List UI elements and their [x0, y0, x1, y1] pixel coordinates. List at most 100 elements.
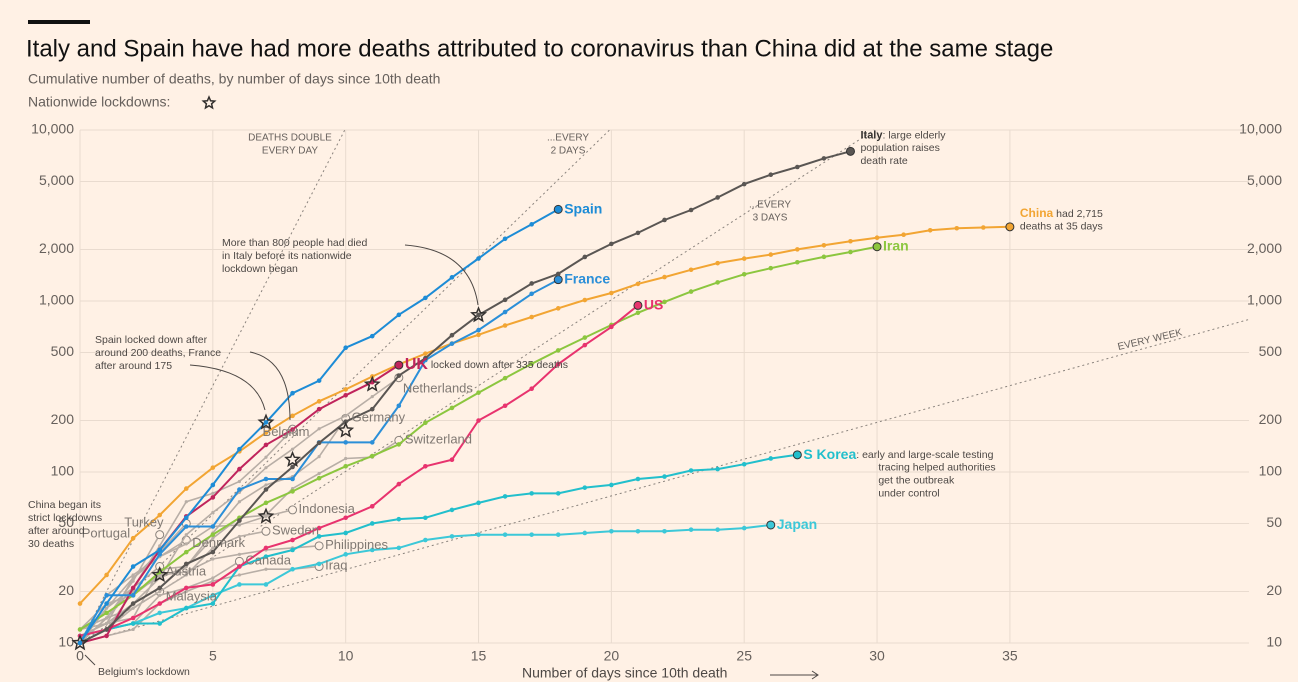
data-point: [130, 564, 136, 569]
data-point: [237, 466, 242, 472]
data-point: [502, 375, 508, 381]
data-point: [184, 570, 188, 574]
data-point: [741, 525, 747, 531]
data-point: [609, 324, 614, 330]
y-tick-label-right: 20: [1266, 582, 1282, 598]
end-marker: [633, 300, 643, 310]
data-point: [158, 544, 162, 548]
data-point: [715, 260, 720, 266]
data-point: [104, 616, 109, 620]
data-point: [688, 207, 694, 213]
series-note: locked down after 335 deaths: [428, 359, 568, 371]
data-point: [848, 238, 853, 244]
annotation: Belgium's lockdown: [98, 666, 190, 678]
data-point: [715, 466, 720, 472]
data-point: [158, 589, 162, 594]
data-point: [317, 427, 321, 431]
data-point: [529, 314, 534, 320]
data-point: [237, 564, 242, 569]
series-note: had 2,715: [1053, 208, 1103, 220]
data-point: [290, 413, 295, 419]
end-marker: [872, 242, 882, 252]
data-point: [130, 585, 136, 591]
series-label: Iraq: [325, 558, 347, 573]
data-point: [237, 487, 242, 492]
data-point: [555, 532, 561, 537]
data-point: [529, 532, 534, 537]
data-point: [210, 593, 216, 598]
data-point: [688, 267, 694, 273]
reference-label: ...EVERY: [547, 133, 589, 144]
series-label: Spain: [564, 200, 602, 216]
data-point: [316, 525, 322, 531]
legend-star-icon: [201, 95, 217, 110]
series-line: [79, 304, 639, 637]
y-tick-label: 1,000: [39, 292, 74, 308]
data-point: [264, 567, 268, 571]
data-point: [555, 361, 561, 367]
data-point: [449, 534, 455, 539]
lockdown-star: [363, 375, 381, 392]
y-tick-label-right: 2,000: [1247, 240, 1282, 256]
axis-arrow: [770, 670, 819, 680]
data-point: [741, 461, 747, 467]
series-label: China had 2,715: [1020, 206, 1103, 220]
data-point: [237, 500, 242, 504]
series-name: Turkey: [124, 515, 164, 530]
data-point: [210, 549, 216, 555]
reference-label: ...EVERY: [749, 200, 791, 211]
series-name: Portugal: [82, 526, 131, 541]
data-point: [131, 573, 135, 577]
data-point: [662, 529, 667, 534]
brand-bar: [28, 20, 90, 24]
lockdown-star: [257, 507, 275, 524]
x-tick-label: 0: [76, 648, 84, 664]
data-point: [476, 418, 481, 423]
series-name: Malaysia: [166, 589, 218, 604]
data-point: [582, 335, 588, 340]
series-name: Belgium: [263, 425, 310, 440]
data-point: [210, 465, 216, 470]
data-point: [874, 235, 880, 241]
data-point: [131, 606, 135, 610]
data-point: [343, 530, 348, 536]
data-point: [211, 576, 215, 580]
data-point: [210, 482, 216, 488]
data-point: [715, 195, 720, 200]
y-tick-label-right: 1,000: [1247, 292, 1282, 308]
data-point: [741, 181, 747, 187]
data-point: [317, 471, 321, 476]
data-point: [529, 291, 534, 297]
data-point: [502, 297, 508, 303]
annotation-arrow: [84, 654, 96, 666]
data-point: [184, 589, 188, 594]
annotation-arrow: [404, 244, 479, 306]
series-line: [79, 565, 161, 644]
series-label: Indonesia: [299, 501, 356, 516]
data-point: [237, 552, 242, 556]
lockdown-star: [71, 634, 89, 651]
reference-label: EVERY WEEK: [1117, 327, 1184, 353]
y-tick-label-right: 500: [1259, 343, 1283, 359]
series-note: population raises: [860, 142, 939, 154]
data-point: [369, 521, 375, 526]
data-point: [529, 361, 534, 367]
data-point: [369, 547, 375, 553]
data-point: [264, 466, 268, 470]
reference-line: [79, 318, 1250, 644]
series-label: Portugal: [82, 526, 131, 541]
series-name: Spain: [564, 200, 602, 216]
data-point: [529, 222, 534, 227]
series-label: Italy: large elderly: [860, 129, 946, 141]
series-label: France: [564, 270, 610, 286]
data-point: [157, 585, 163, 591]
data-point: [688, 527, 694, 532]
data-point: [396, 442, 402, 447]
series-name: Iran: [883, 237, 909, 253]
annotation: lockdown began: [222, 263, 298, 275]
series-label: Netherlands: [403, 381, 474, 396]
y-tick-label-right: 5,000: [1247, 172, 1282, 188]
data-point: [396, 545, 402, 551]
reference-label: 2 DAYS: [551, 146, 586, 157]
data-point: [158, 593, 162, 597]
